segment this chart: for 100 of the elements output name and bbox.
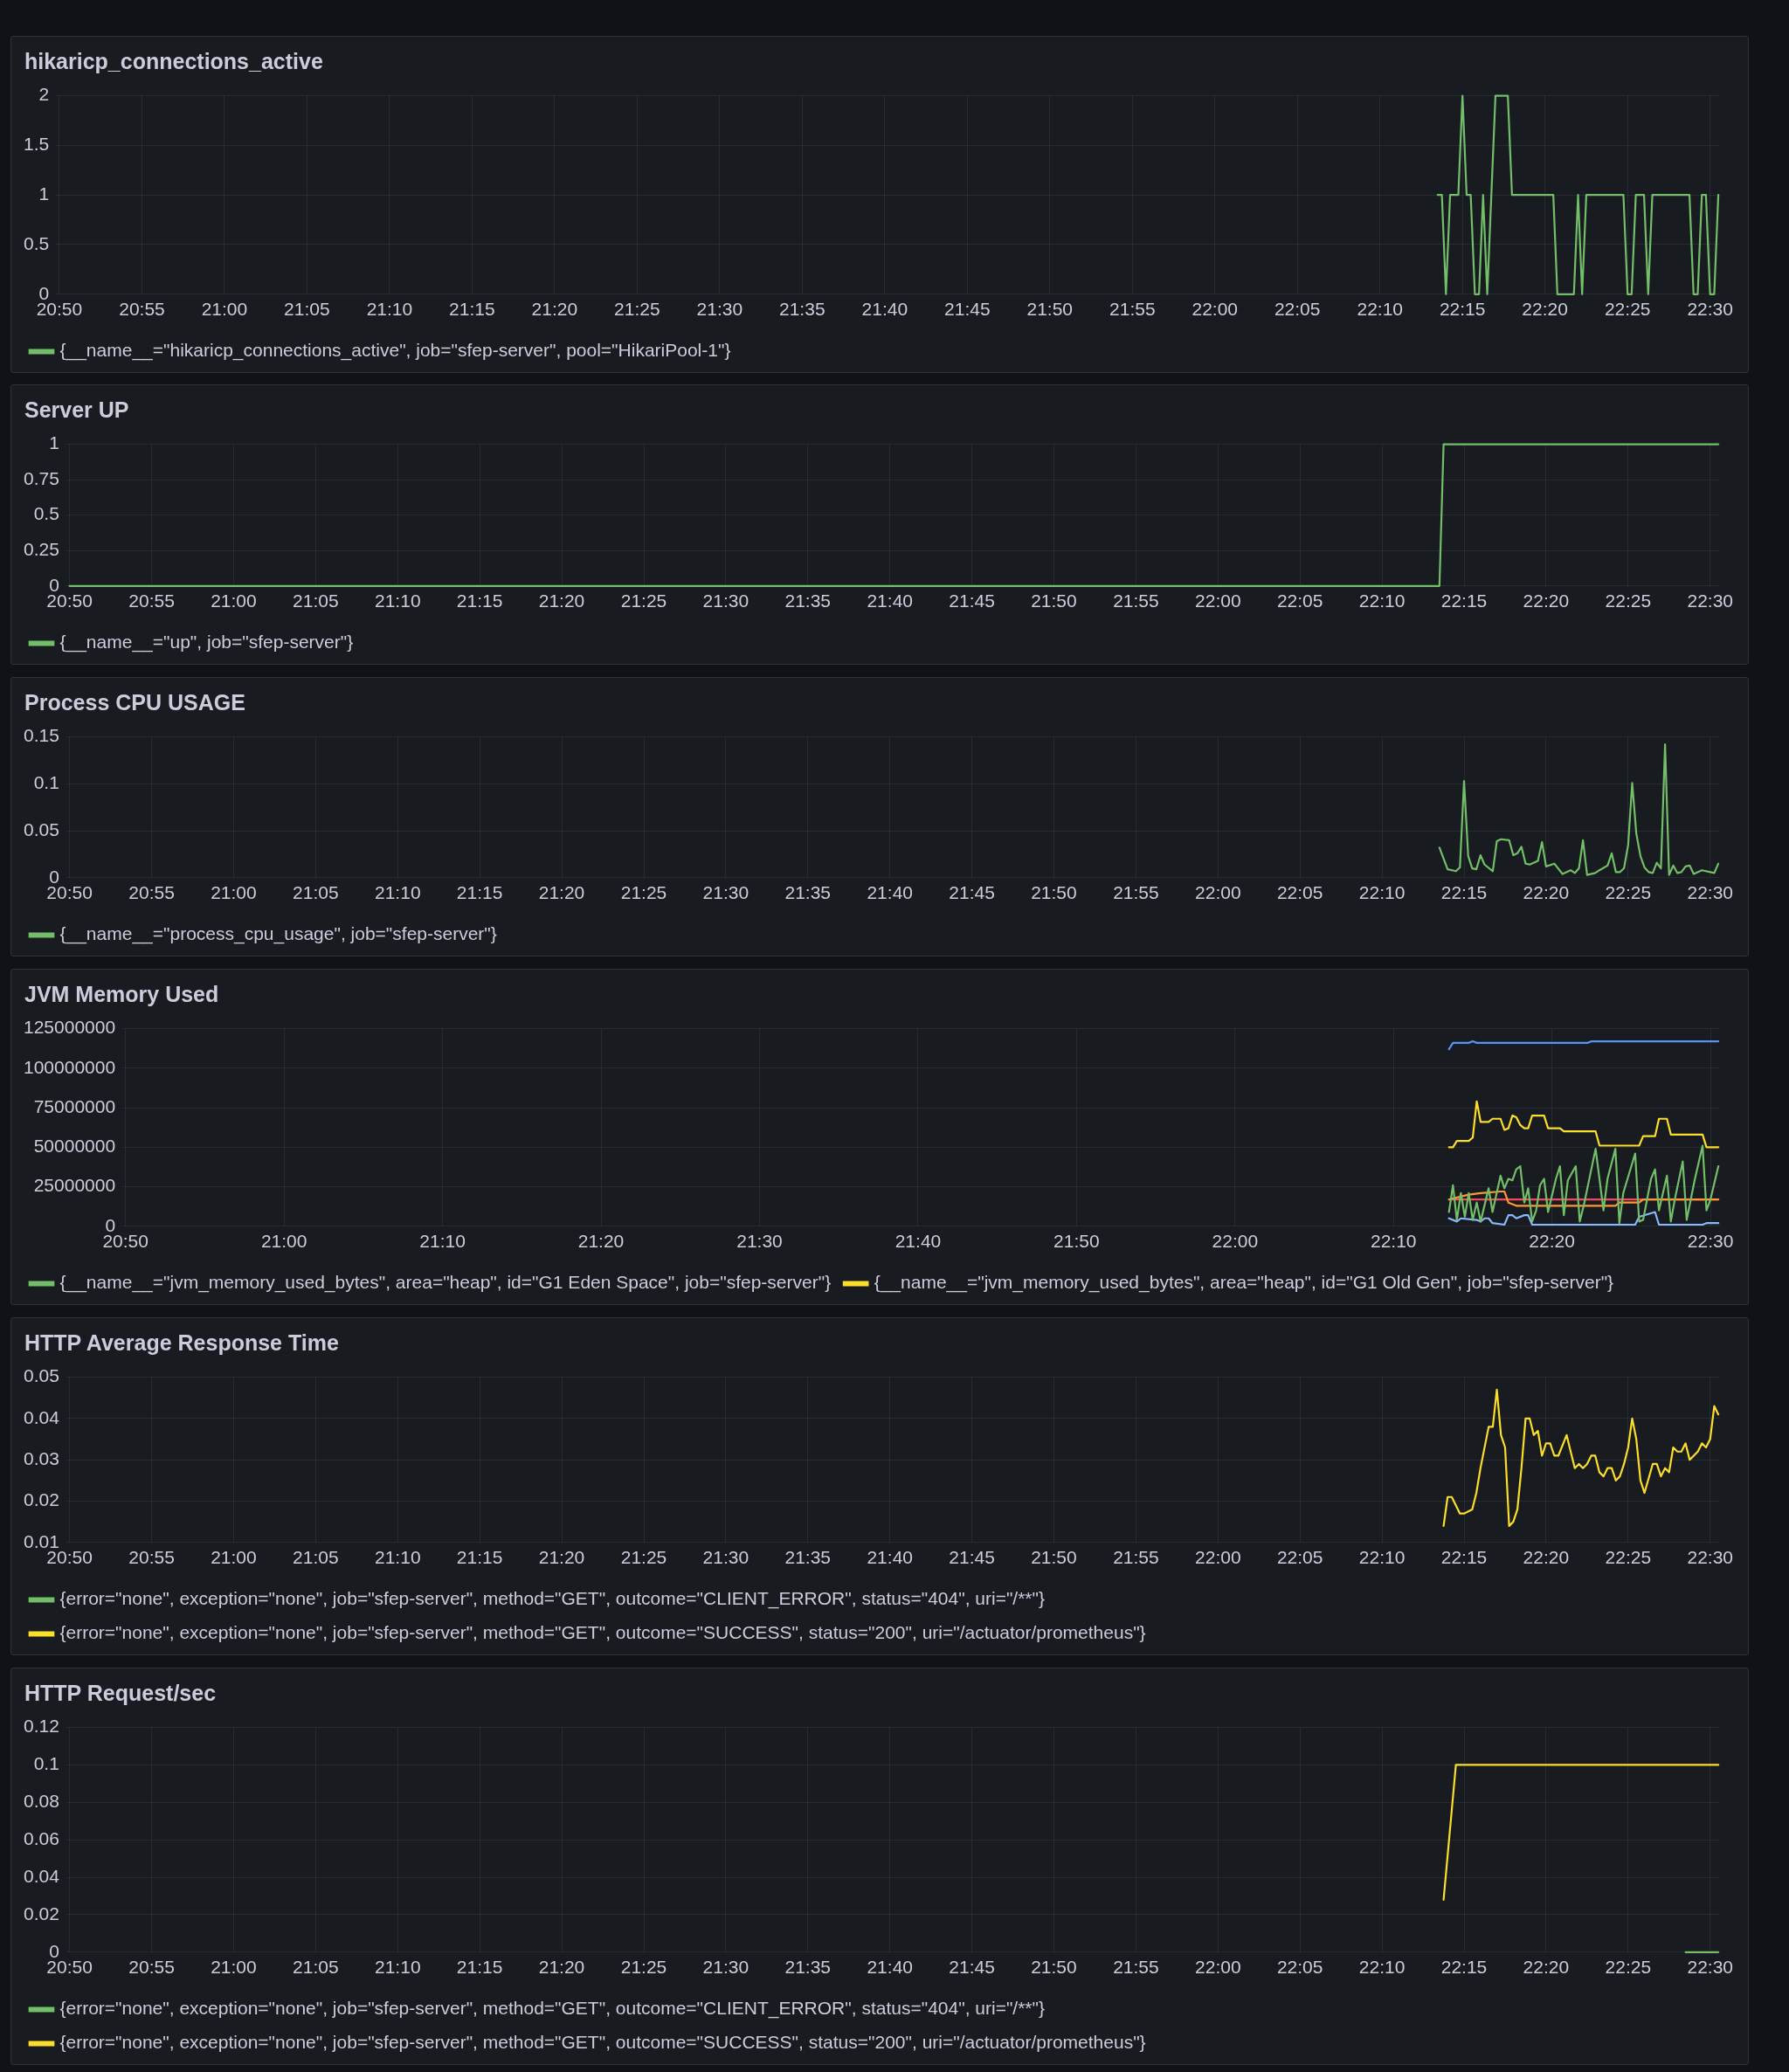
legend-label: {__name__="jvm_memory_used_bytes", area="heap", id="G1 Eden Space", job="sfep-server"} (59, 1272, 832, 1294)
x-tick-label: 21:30 (702, 1957, 749, 1978)
x-tick-label: 22:30 (1687, 1957, 1734, 1978)
x-tick-label: 21:45 (949, 882, 995, 903)
x-tick-label: 21:30 (702, 591, 749, 611)
x-tick-label: 21:10 (375, 1957, 421, 1978)
y-tick-label: 0.12 (24, 1716, 59, 1737)
y-tick-label: 0.02 (24, 1489, 59, 1510)
x-tick-label: 21:00 (201, 299, 248, 320)
x-tick-label: 21:05 (284, 299, 330, 320)
x-tick-label: 22:20 (1529, 1231, 1575, 1252)
x-tick-label: 21:25 (620, 1547, 667, 1568)
x-tick-label: 22:00 (1195, 591, 1241, 611)
x-tick-label: 21:20 (538, 1957, 585, 1978)
x-tick-label: 22:10 (1358, 1957, 1406, 1978)
chart-title: JVM Memory Used (24, 981, 220, 1008)
x-tick-label: 22:00 (1195, 1547, 1241, 1568)
legend-label: {__name__="process_cpu_usage", job="sfep-server"} (59, 923, 497, 945)
y-tick-label: 0.1 (33, 1753, 59, 1774)
x-tick-label: 22:15 (1440, 1547, 1488, 1568)
x-tick-label: 21:05 (293, 591, 339, 611)
y-tick-label: 0.25 (24, 539, 59, 560)
x-tick-label: 22:05 (1276, 591, 1323, 611)
x-tick-label: 22:00 (1212, 1231, 1259, 1252)
x-tick-label: 21:35 (784, 591, 832, 611)
x-tick-label: 21:55 (1113, 1957, 1159, 1978)
x-tick-label: 21:40 (894, 1231, 942, 1252)
x-tick-label: 20:55 (128, 882, 175, 903)
x-tick-label: 22:25 (1605, 591, 1652, 611)
x-tick-label: 21:50 (1031, 1547, 1077, 1568)
x-tick-label: 21:50 (1031, 882, 1077, 903)
x-tick-label: 22:30 (1687, 591, 1734, 611)
y-tick-label: 0.1 (33, 772, 59, 793)
x-tick-label: 22:25 (1605, 1547, 1652, 1568)
x-tick-label: 22:05 (1276, 882, 1323, 903)
x-tick-label: 22:20 (1523, 1957, 1570, 1978)
x-tick-label: 21:10 (375, 591, 421, 611)
x-tick-label: 21:45 (949, 591, 995, 611)
x-tick-label: 21:40 (867, 1547, 913, 1568)
y-tick-label: 75000000 (33, 1095, 116, 1116)
x-tick-label: 21:50 (1026, 299, 1074, 320)
legend-label: {error="none", exception="none", job="sfep-server", method="GET", outcome="CLIENT_ERROR", status="404", uri="/**"} (59, 1588, 1046, 1610)
x-tick-label: 21:35 (784, 1547, 832, 1568)
x-tick-label: 21:05 (293, 1957, 339, 1978)
y-tick-label: 1 (49, 432, 59, 453)
x-tick-label: 22:10 (1358, 591, 1406, 611)
x-tick-label: 21:20 (538, 591, 585, 611)
x-tick-label: 20:55 (128, 591, 175, 611)
y-tick-label: 0.03 (24, 1448, 59, 1468)
x-tick-label: 22:10 (1357, 299, 1404, 320)
x-tick-label: 21:15 (456, 1547, 503, 1568)
x-tick-label: 21:40 (867, 1957, 913, 1978)
x-tick-label: 21:00 (211, 591, 257, 611)
x-tick-label: 22:20 (1523, 591, 1570, 611)
x-tick-label: 22:30 (1687, 1231, 1734, 1252)
chart-title: HTTP Request/sec (24, 1680, 218, 1707)
x-tick-label: 21:40 (861, 299, 908, 320)
x-tick-label: 22:20 (1523, 882, 1570, 903)
y-tick-label: 0.15 (24, 725, 59, 746)
x-tick-label: 22:10 (1358, 882, 1406, 903)
x-tick-label: 21:40 (867, 591, 913, 611)
x-tick-label: 21:00 (211, 1957, 257, 1978)
x-tick-label: 21:55 (1113, 882, 1159, 903)
x-tick-label: 21:30 (702, 882, 749, 903)
chart-title: HTTP Average Response Time (24, 1330, 340, 1357)
x-tick-label: 22:05 (1276, 1547, 1323, 1568)
y-tick-label: 0.05 (24, 1365, 59, 1386)
x-tick-label: 22:25 (1605, 882, 1652, 903)
x-tick-label: 22:20 (1523, 1547, 1570, 1568)
x-tick-label: 22:15 (1440, 882, 1488, 903)
x-tick-label: 21:45 (944, 299, 991, 320)
x-tick-label: 22:10 (1370, 1231, 1417, 1252)
x-tick-label: 22:00 (1192, 299, 1239, 320)
x-tick-label: 21:30 (696, 299, 743, 320)
y-tick-label: 0.05 (24, 818, 59, 839)
y-tick-label: 0.5 (23, 232, 50, 253)
x-tick-label: 21:45 (949, 1547, 995, 1568)
y-tick-label: 0.06 (24, 1828, 59, 1848)
x-tick-label: 21:40 (867, 882, 913, 903)
x-tick-label: 21:10 (375, 1547, 421, 1568)
x-tick-label: 21:15 (456, 591, 503, 611)
y-tick-label: 0.04 (24, 1865, 60, 1886)
y-tick-label: 0.04 (24, 1406, 60, 1427)
x-tick-label: 21:25 (620, 1957, 667, 1978)
chart-title: Server UP (24, 397, 130, 424)
x-tick-label: 22:15 (1440, 1957, 1488, 1978)
x-tick-label: 20:55 (119, 299, 165, 320)
x-tick-label: 21:15 (456, 882, 503, 903)
x-tick-label: 21:30 (736, 1231, 783, 1252)
y-tick-label: 0.75 (24, 467, 59, 488)
legend-label: {error="none", exception="none", job="sfep-server", method="GET", outcome="SUCCESS", status="200", uri="/actuator/prometheus"} (59, 2032, 1146, 2053)
x-tick-label: 21:35 (784, 1957, 832, 1978)
x-tick-label: 21:25 (620, 591, 667, 611)
y-tick-label: 0.08 (24, 1791, 59, 1812)
y-tick-label: 0.02 (24, 1903, 59, 1924)
x-tick-label: 22:25 (1605, 1957, 1652, 1978)
y-tick-label: 125000000 (23, 1017, 116, 1038)
x-tick-label: 21:35 (779, 299, 825, 320)
x-tick-label: 21:10 (419, 1231, 466, 1252)
x-tick-label: 21:25 (614, 299, 660, 320)
